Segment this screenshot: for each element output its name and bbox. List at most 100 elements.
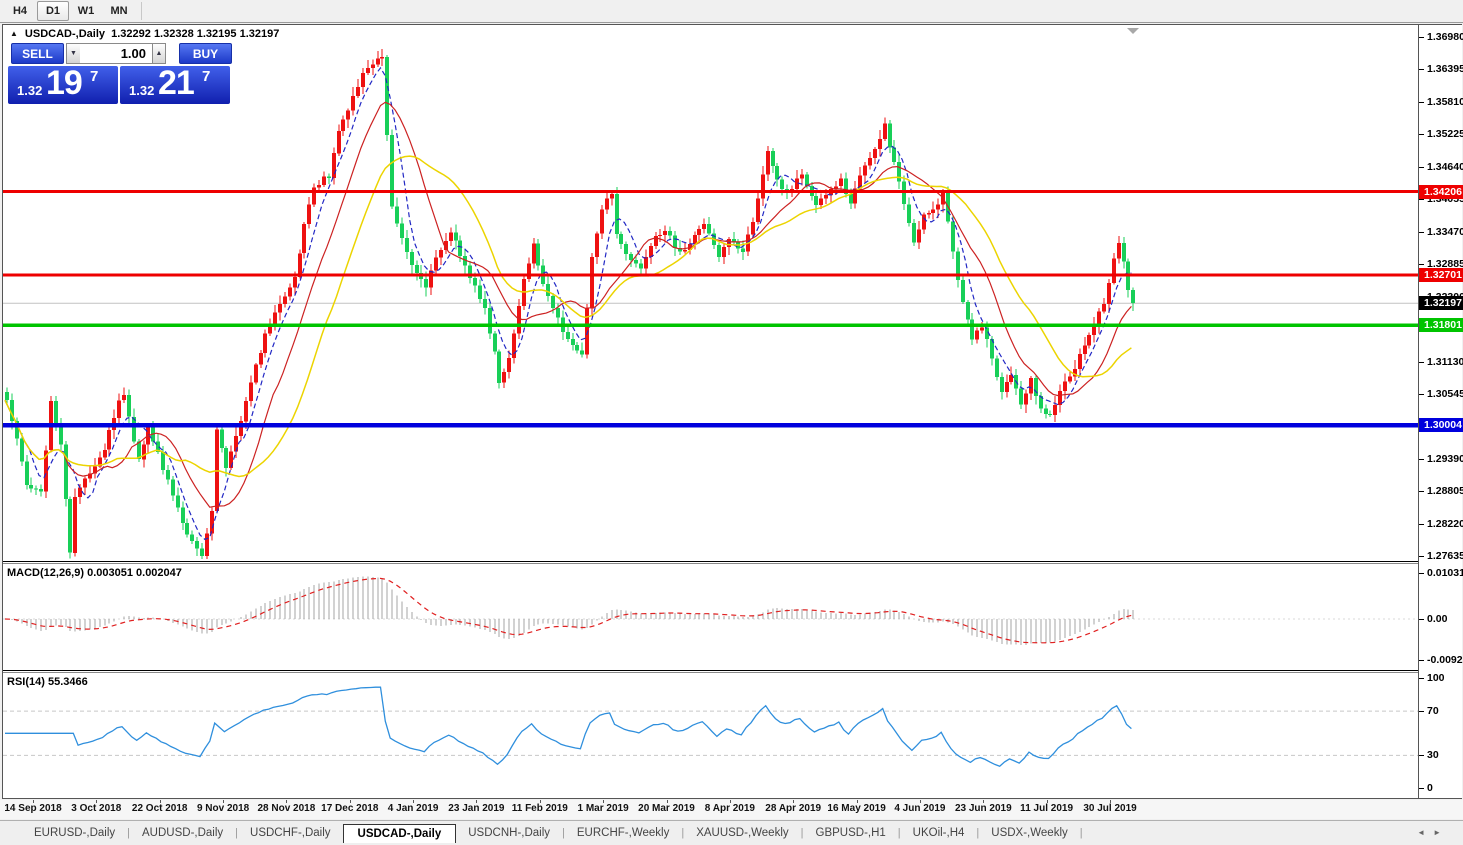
time-axis-label: 22 Oct 2018 xyxy=(131,803,188,814)
price-axis-label: 1.36395 xyxy=(1419,63,1463,75)
rsi-axis-label: 30 xyxy=(1419,749,1439,761)
macd-axis-label: 0.010311 xyxy=(1419,567,1463,579)
macd-axis-label: 0.00 xyxy=(1419,613,1447,625)
timeframe-button-d1[interactable]: D1 xyxy=(37,1,69,21)
chart-tab-usdcnh[interactable]: USDCNH-,Daily xyxy=(468,827,551,839)
chart-tab-usdchf[interactable]: USDCHF-,Daily xyxy=(250,827,331,839)
time-axis-tick xyxy=(729,800,731,803)
time-axis-tick xyxy=(603,800,605,803)
time-axis-tick xyxy=(476,800,478,803)
sell-price-prefix: 1.32 xyxy=(17,83,43,98)
chart-tab-gbpusd[interactable]: GBPUSD-,H1 xyxy=(815,827,886,839)
tab-divider: | xyxy=(127,827,131,839)
time-axis-tick xyxy=(96,800,98,803)
chart-symbol-period: USDCAD-,Daily xyxy=(24,28,105,40)
timeframe-button-mn[interactable]: MN xyxy=(110,5,128,17)
collapse-panel-icon[interactable]: ▲ xyxy=(10,29,18,38)
time-axis-tick xyxy=(793,800,795,803)
volume-input[interactable] xyxy=(80,43,152,64)
time-axis-label: 20 Mar 2019 xyxy=(638,803,695,814)
time-axis-tick xyxy=(349,800,351,803)
buy-price-sup: 7 xyxy=(202,68,211,85)
tab-divider: | xyxy=(562,827,565,839)
chevron-up-icon: ▲ xyxy=(155,50,163,57)
price-axis-label: 1.34640 xyxy=(1419,161,1463,173)
time-axis-label: 1 Mar 2019 xyxy=(577,803,629,814)
time-axis-label: 4 Jun 2019 xyxy=(894,803,946,814)
time-axis-label: 23 Jan 2019 xyxy=(448,803,505,814)
buy-price-prefix: 1.32 xyxy=(129,83,155,98)
chart-ohlc-values: 1.32292 1.32328 1.32195 1.32197 xyxy=(111,28,280,40)
time-axis-tick xyxy=(919,800,921,803)
tab-divider: | xyxy=(800,827,804,839)
time-axis-tick xyxy=(539,800,541,803)
support-resistance-lines[interactable] xyxy=(3,190,1418,428)
time-axis-tick xyxy=(33,800,34,803)
price-axis-label: 1.28805 xyxy=(1419,485,1463,497)
price-axis-label: 1.30545 xyxy=(1419,388,1463,400)
scroll-right-icon[interactable]: ► xyxy=(1433,828,1449,837)
chart-tab-eurusd[interactable]: EURUSD-,Daily xyxy=(34,827,116,839)
price-axis-label: 1.27635 xyxy=(1419,550,1463,562)
tab-divider: | xyxy=(235,827,239,839)
sell-button[interactable]: SELL xyxy=(11,43,64,64)
time-axis-label: 11 Feb 2019 xyxy=(511,803,568,814)
buy-price-display[interactable]: 1.32 21 7 xyxy=(120,64,230,104)
macd-label: MACD(12,26,9) 0.003051 0.002047 xyxy=(7,567,182,579)
time-axis-label: 4 Jan 2019 xyxy=(387,803,439,814)
time-axis-label: 30 Jul 2019 xyxy=(1083,803,1137,814)
price-axis-label: 1.33470 xyxy=(1419,226,1463,238)
buy-button[interactable]: BUY xyxy=(179,43,232,64)
chart-tab-audusd[interactable]: AUDUSD-,Daily xyxy=(142,827,224,839)
rsi-indicator xyxy=(3,686,1418,767)
tab-scroll-arrows[interactable]: ◄► xyxy=(1417,828,1449,837)
chart-tab-usdcad[interactable]: USDCAD-,Daily xyxy=(342,823,457,843)
time-axis-tick xyxy=(286,800,288,803)
tab-divider: | xyxy=(976,827,980,839)
time-axis-label: 9 Nov 2018 xyxy=(196,803,250,814)
macd-axis-label: -0.009203 xyxy=(1419,654,1463,666)
price-axis-label: 1.32885 xyxy=(1419,258,1463,270)
timeframe-button-h4[interactable]: H4 xyxy=(12,5,28,17)
candlesticks xyxy=(5,49,1135,559)
time-axis-tick xyxy=(1110,800,1111,803)
price-axis: 1.36980 1.36395 1.35810 1.35225 1.34640 1.340… xyxy=(1418,25,1463,798)
time-axis-label: 17 Dec 2018 xyxy=(321,803,379,814)
time-axis-tick xyxy=(856,800,858,803)
chart-tab-eurchf[interactable]: EURCHF-,Weekly xyxy=(576,827,670,839)
price-axis-label: 1.35225 xyxy=(1419,128,1463,140)
time-axis-label: 14 Sep 2018 xyxy=(4,803,62,814)
chart-tab-ukoil[interactable]: UKOil-,H4 xyxy=(912,827,965,839)
scroll-left-icon[interactable]: ◄ xyxy=(1417,828,1434,837)
tab-divider: | xyxy=(897,827,901,839)
time-axis-label: 11 Jul 2019 xyxy=(1020,803,1074,814)
sell-price-display[interactable]: 1.32 19 7 xyxy=(8,64,118,104)
time-axis-label: 28 Apr 2019 xyxy=(765,803,822,814)
time-axis-tick xyxy=(223,800,225,803)
chart-title: ▲ USDCAD-,Daily 1.32292 1.32328 1.32195 1… xyxy=(10,28,279,40)
time-axis-tick xyxy=(1046,800,1048,803)
time-axis-tick xyxy=(159,800,161,803)
chart-tab-xauusd[interactable]: XAUUSD-,Weekly xyxy=(696,827,789,839)
time-axis-tick xyxy=(666,800,668,803)
time-axis-label: 3 Oct 2018 xyxy=(71,803,122,814)
rsi-axis-label: 100 xyxy=(1419,672,1445,684)
rsi-axis-label: 0 xyxy=(1419,782,1433,794)
price-badge: 1.32197 xyxy=(1419,296,1463,311)
timeframe-toolbar: H4 D1 W1 MN xyxy=(0,0,1463,23)
time-axis-tick xyxy=(983,800,985,803)
time-axis-label: 16 May 2019 xyxy=(827,803,886,814)
chart-tab-usdx[interactable]: USDX-,Weekly xyxy=(991,827,1068,839)
chart-window: ▲ USDCAD-,Daily 1.32292 1.32328 1.32195 1… xyxy=(2,24,1463,799)
chart-plot[interactable] xyxy=(3,25,1418,798)
price-axis-label: 1.28220 xyxy=(1419,518,1463,530)
one-click-trading-panel: SELL ▼ ▲ BUY 1.32 19 7 1.32 21 7 xyxy=(8,43,234,104)
timeframe-button-w1[interactable]: W1 xyxy=(77,5,95,17)
volume-decrease-button[interactable]: ▼ xyxy=(66,43,80,64)
rsi-label: RSI(14) 55.3466 xyxy=(7,676,88,688)
volume-increase-button[interactable]: ▲ xyxy=(152,43,166,64)
tab-divider: | xyxy=(681,827,685,839)
moving-averages xyxy=(4,66,1132,541)
chart-shift-icon[interactable] xyxy=(1127,28,1139,34)
price-badge: 1.34206 xyxy=(1419,184,1463,199)
